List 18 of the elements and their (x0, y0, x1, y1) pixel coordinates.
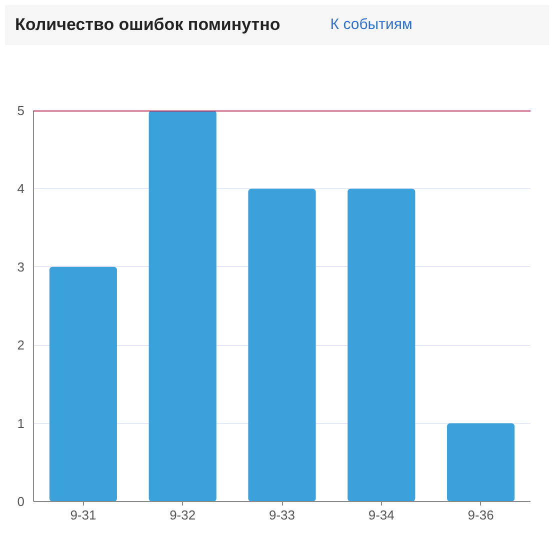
y-tick-label: 0 (17, 494, 25, 509)
x-tick-label: 9-36 (468, 508, 494, 522)
bar (447, 423, 515, 502)
chart-title: Количество ошибок поминутно (15, 14, 280, 36)
bar (348, 188, 416, 502)
bar (248, 188, 316, 502)
bar (148, 110, 216, 502)
x-tick-label: 9-34 (368, 508, 394, 522)
y-tick-label: 5 (17, 103, 25, 118)
y-tick-label: 4 (17, 181, 25, 196)
bar (49, 266, 117, 502)
x-tick-label: 9-33 (268, 508, 296, 522)
x-tick-label: 9-31 (70, 508, 96, 522)
x-tick-label: 9-32 (170, 508, 196, 522)
y-tick-label: 3 (17, 259, 25, 274)
y-tick-label: 2 (17, 338, 25, 353)
y-tick-label: 1 (17, 416, 25, 431)
text: К событиям (330, 15, 412, 36)
